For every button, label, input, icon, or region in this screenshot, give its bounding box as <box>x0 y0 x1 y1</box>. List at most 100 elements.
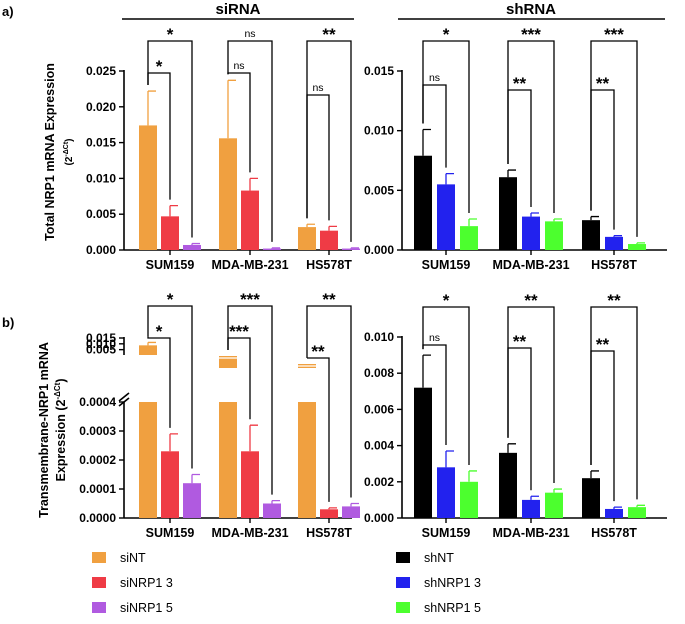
sig-bracket-sum159-5 <box>422 40 470 213</box>
bar-shnt-mda-mb-231 <box>499 452 517 518</box>
y-tick-label: 0.000 <box>364 243 394 257</box>
bar-shnrp1-5-sum159 <box>460 226 478 250</box>
legend-swatch-shnrp1-5 <box>396 602 410 613</box>
shrna-header: shRNA <box>506 1 556 18</box>
bar-shnrp1-3-hs578t <box>605 236 623 250</box>
error-bar-shnrp1-5-mda-mb-231 <box>553 488 562 493</box>
x-tick-label-mda-mb-231: MDA-MB-231 <box>492 258 569 272</box>
error-bar-shnrp1-3-hs578t <box>613 506 622 509</box>
error-bar-shnrp1-5-sum159 <box>468 470 477 482</box>
bar-sint-mda-mb-231 <box>219 138 237 250</box>
y-tick-label: 0.005 <box>86 207 116 221</box>
y-tick-label: 0.005 <box>364 183 394 197</box>
error-bar-shnrp1-5-hs578t <box>636 242 645 245</box>
y-tick-label: 0.015 <box>86 136 116 150</box>
x-tick-label-mda-mb-231: MDA-MB-231 <box>492 526 569 540</box>
y-tick-label: 0.008 <box>364 366 394 380</box>
error-bar-shnt-mda-mb-231 <box>507 169 516 178</box>
sig-bracket-sum159-5 <box>147 40 193 238</box>
sig-bracket-hs578t-3 <box>306 94 330 221</box>
legend-swatch-sinrp1-5 <box>92 602 106 613</box>
sig-bracket-sum159-5-label: * <box>443 291 450 310</box>
error-bar-sinrp1-3-mda-mb-231 <box>249 424 258 452</box>
error-bar-shnrp1-3-sum159 <box>445 172 454 185</box>
error-bar-sinrp1-5-mda-mb-231 <box>271 247 280 249</box>
error-bar-sinrp1-5-mda-mb-231 <box>271 499 280 504</box>
bar-shnrp1-5-mda-mb-231 <box>545 492 563 518</box>
sig-bracket-hs578t-5-label: ** <box>322 25 336 44</box>
bar-shnrp1-5-sum159 <box>460 481 478 518</box>
bar-sinrp1-5-mda-mb-231 <box>263 503 281 518</box>
chart-b-sirna: 0.0000 0.0001 0.0002 0.0003 0.0004 0.0050.010… <box>79 290 360 540</box>
sig-bracket-sum159-3-label: * <box>156 57 163 76</box>
y-tick-label: 0.000 <box>364 511 394 525</box>
y-tick-label: 0.025 <box>86 64 116 78</box>
bar-shnt-sum159 <box>414 387 432 518</box>
sig-bracket-hs578t-5 <box>306 305 352 498</box>
bar-sinrp1-5-mda-mb-231 <box>263 248 281 250</box>
error-bar-shnrp1-5-sum159 <box>468 218 477 227</box>
bar-shnrp1-5-hs578t <box>628 507 646 518</box>
axis-break-mark <box>118 392 130 402</box>
y-tick-label: 0.000 <box>86 243 116 257</box>
ylabel-a: Total NRP1 mRNA Expression <box>43 63 57 241</box>
bar-sinrp1-3-hs578t <box>320 230 338 250</box>
ylabel-b-line2-close: ) <box>54 378 68 382</box>
chart-a-shrna: 0.000 0.005 0.010 0.015 SUM159 ns * MDA-MB-231 *… <box>364 25 667 272</box>
ylabel-a-unit-base: (2 <box>64 156 75 165</box>
error-bar-shnrp1-5-hs578t <box>636 504 645 508</box>
error-bar-shnrp1-3-mda-mb-231 <box>530 495 539 500</box>
bar-sint-sum159-lower <box>139 402 157 518</box>
y-tick-label: 0.010 <box>364 330 394 344</box>
sig-bracket-sum159-5-label: * <box>167 290 174 309</box>
sig-bracket-mda-mb-231-5 <box>227 305 273 495</box>
bar-sinrp1-5-sum159 <box>183 244 201 250</box>
legend-label-sinrp1-5: siNRP1 5 <box>120 601 173 615</box>
error-bar-shnrp1-3-hs578t <box>613 235 622 237</box>
x-tick-label-hs578t: HS578T <box>306 526 352 540</box>
bar-shnrp1-3-mda-mb-231 <box>522 499 540 518</box>
sig-bracket-sum159-3 <box>147 336 171 428</box>
sig-bracket-sum159-5-label: * <box>167 25 174 44</box>
error-bar-sinrp1-3-hs578t <box>328 507 337 510</box>
panel-label-b: b) <box>2 315 14 330</box>
bar-sint-hs578t <box>298 227 316 250</box>
ylabel-b-line2-exp: -ΔCt <box>53 382 62 399</box>
ylabel-b-line2: Expression (2-ΔCt) <box>53 378 68 481</box>
bar-sinrp1-3-sum159 <box>161 216 179 250</box>
sig-bracket-mda-mb-231-5-label: *** <box>521 25 541 44</box>
legend-label-shnt: shNT <box>424 551 454 565</box>
bar-sinrp1-5-sum159 <box>183 483 201 518</box>
sig-bracket-hs578t-3-label: ns <box>312 82 323 94</box>
sig-bracket-mda-mb-231-5-label: *** <box>240 290 260 309</box>
bar-shnrp1-5-mda-mb-231 <box>545 221 563 250</box>
bar-sint-mda-mb-231-lower <box>219 402 237 518</box>
x-tick-label-hs578t: HS578T <box>591 258 637 272</box>
error-bar-sinrp1-5-sum159 <box>191 242 200 245</box>
sig-bracket-mda-mb-231-5 <box>227 40 273 242</box>
sig-bracket-mda-mb-231-3-label: ns <box>233 60 244 72</box>
y-tick-label: 0.006 <box>364 402 394 416</box>
ylabel-b-line2-text: Expression (2 <box>54 399 68 481</box>
bar-shnrp1-3-mda-mb-231 <box>522 216 540 250</box>
y-tick-label: 0.0003 <box>79 424 116 438</box>
y-tick-label: 0.0000 <box>79 511 116 525</box>
error-bar-sint-hs578t <box>306 223 315 228</box>
error-bar-sinrp1-3-hs578t <box>328 225 337 231</box>
sig-bracket-hs578t-5-label: ** <box>322 290 336 309</box>
x-tick-label-sum159: SUM159 <box>146 258 195 272</box>
bar-sinrp1-3-sum159 <box>161 451 179 518</box>
bar-sinrp1-3-mda-mb-231 <box>241 451 259 518</box>
sig-bracket-hs578t-3-label: ** <box>311 342 325 361</box>
y-tick-label: 0.004 <box>364 439 394 453</box>
bar-shnt-sum159 <box>414 155 432 250</box>
bar-sinrp1-5-hs578t <box>342 248 360 250</box>
bar-sinrp1-3-mda-mb-231 <box>241 190 259 250</box>
ylabel-a-unit: (2-ΔCt) <box>63 139 75 166</box>
bar-sint-sum159 <box>139 125 157 250</box>
sig-bracket-sum159-5 <box>422 306 470 465</box>
sig-bracket-hs578t-5-label: ** <box>607 291 621 310</box>
error-bar-sinrp1-5-hs578t <box>350 247 359 249</box>
bar-sint-hs578t-lower <box>298 402 316 518</box>
